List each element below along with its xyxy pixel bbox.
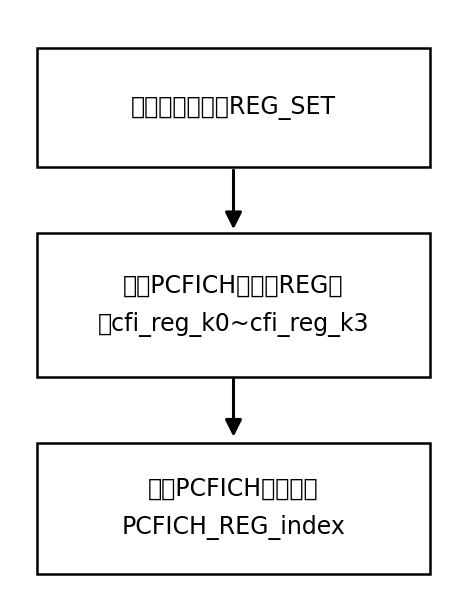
FancyBboxPatch shape	[37, 48, 430, 167]
Text: 号cfi_reg_k0~cfi_reg_k3: 号cfi_reg_k0~cfi_reg_k3	[98, 312, 369, 337]
FancyBboxPatch shape	[37, 233, 430, 377]
FancyBboxPatch shape	[37, 443, 430, 574]
Text: 读取资源映射表REG_SET: 读取资源映射表REG_SET	[131, 96, 336, 120]
Text: 计算PCFICH的四个REG编: 计算PCFICH的四个REG编	[123, 273, 344, 298]
Text: PCFICH_REG_index: PCFICH_REG_index	[121, 515, 346, 540]
Text: 获取PCFICH资源索引: 获取PCFICH资源索引	[148, 477, 319, 501]
